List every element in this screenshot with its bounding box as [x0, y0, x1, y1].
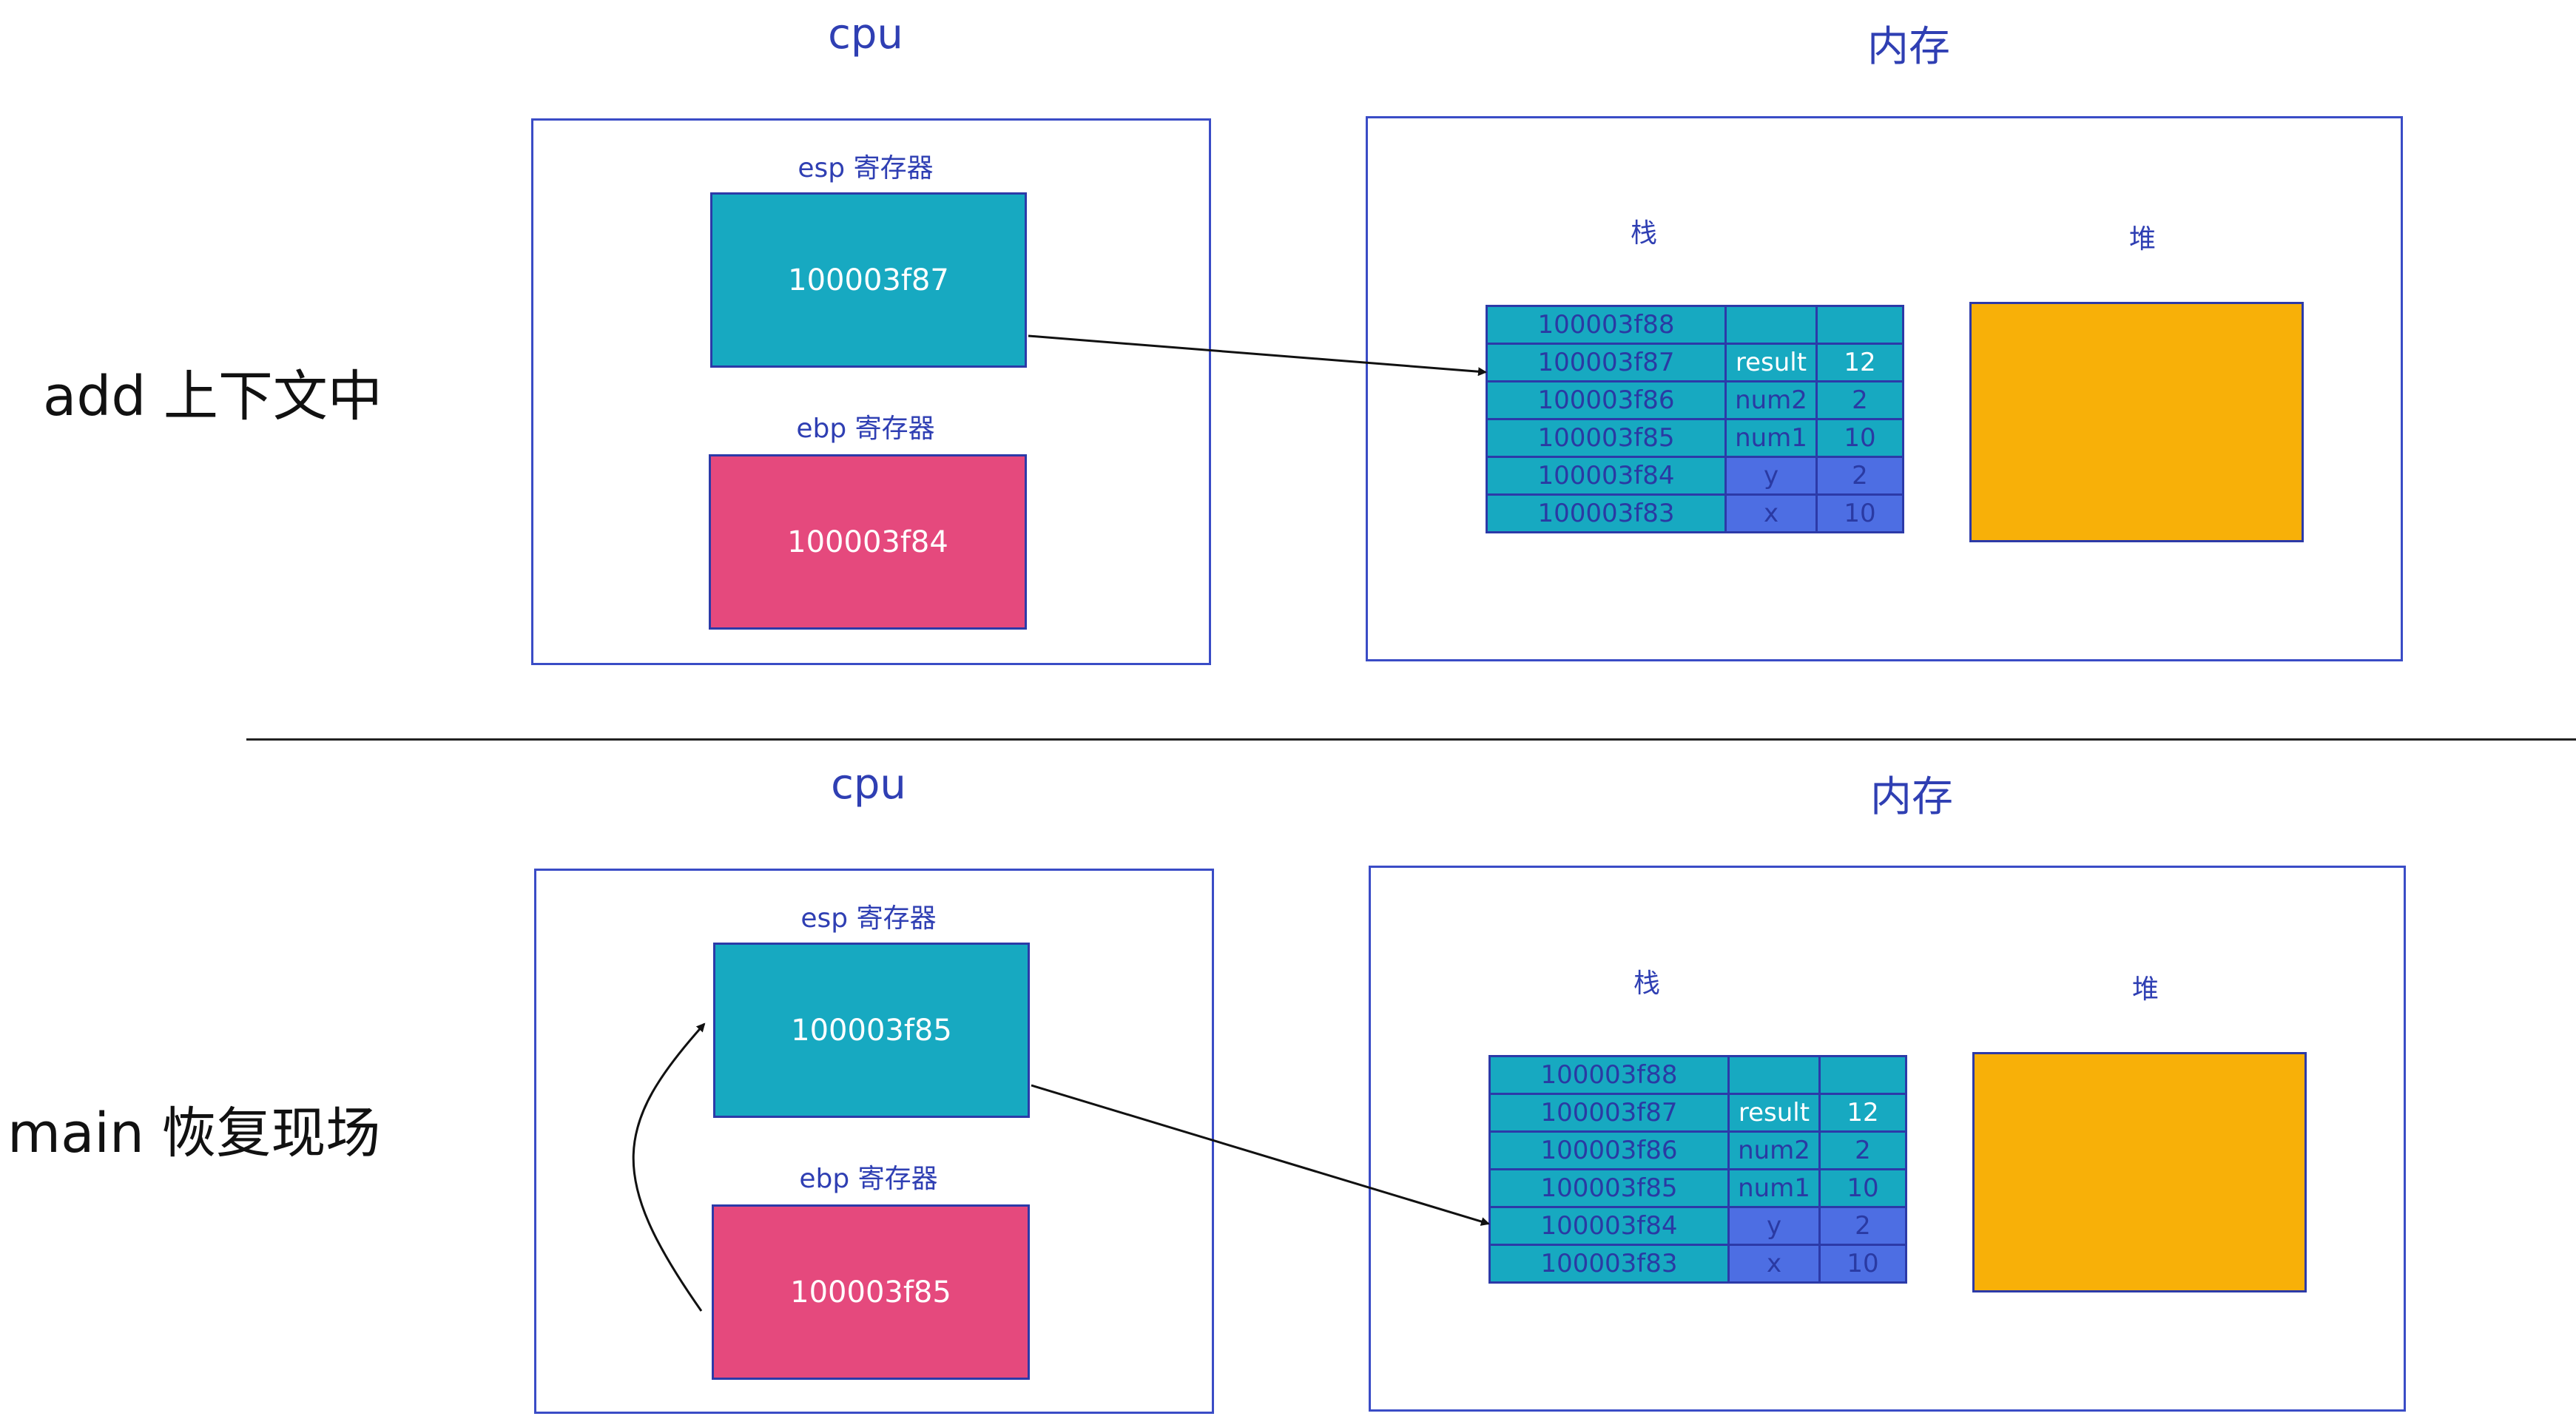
stack-address: 100003f87: [1486, 343, 1727, 382]
table-row: 100003f86 num2 2: [1488, 1130, 1907, 1170]
stack-address: 100003f84: [1488, 1206, 1730, 1246]
memory-title: 内存: [1867, 23, 1950, 71]
esp-value: 100003f85: [791, 1013, 952, 1048]
stack-variable: result: [1727, 1093, 1821, 1133]
esp-pointer-arrow: [1031, 1084, 1490, 1226]
stack-address: 100003f88: [1486, 305, 1727, 345]
stack-variable: y: [1724, 456, 1818, 496]
stack-variable: num1: [1727, 1168, 1821, 1208]
cpu-frame: [531, 118, 1211, 665]
ebp-register: 100003f84: [709, 454, 1027, 630]
table-row: 100003f85 num1 10: [1488, 1168, 1907, 1208]
stack-variable: x: [1727, 1244, 1821, 1284]
stack-value: [1818, 1055, 1907, 1095]
ebp-register-label: ebp 寄存器: [799, 1164, 938, 1194]
table-row: 100003f86 num2 2: [1486, 380, 1904, 420]
stack-variable: x: [1724, 493, 1818, 533]
stack-address: 100003f88: [1488, 1055, 1730, 1095]
heap-block: [1969, 302, 2304, 542]
stack-address: 100003f85: [1488, 1168, 1730, 1208]
side-label: main 恢复现场: [7, 1102, 381, 1165]
stack-variable: result: [1724, 343, 1818, 382]
ebp-value: 100003f85: [790, 1275, 951, 1310]
stack-address: 100003f86: [1486, 380, 1727, 420]
esp-pointer-arrow: [1028, 334, 1487, 377]
table-row: 100003f88: [1486, 305, 1904, 345]
ebp-to-esp-arrow: [632, 1022, 706, 1312]
stack-value: 10: [1818, 1244, 1907, 1284]
ebp-register: 100003f85: [712, 1204, 1030, 1380]
cpu-title: cpu: [828, 10, 903, 58]
memory-frame: [1366, 116, 2403, 661]
stack-variable: num1: [1724, 418, 1818, 458]
stack-address: 100003f86: [1488, 1130, 1730, 1170]
stack-value: 10: [1818, 1168, 1907, 1208]
cpu-title: cpu: [831, 761, 906, 809]
esp-value: 100003f87: [788, 263, 949, 297]
stack-table: 100003f88 100003f87 result 12 100003f86 …: [1488, 1055, 1907, 1284]
section-divider: [246, 738, 2576, 741]
esp-register: 100003f85: [713, 943, 1030, 1118]
stack-variable: [1727, 1055, 1821, 1095]
table-row: 100003f85 num1 10: [1486, 418, 1904, 458]
stack-label: 栈: [1633, 968, 1661, 999]
stack-address: 100003f84: [1486, 456, 1727, 496]
side-label: add 上下文中: [43, 365, 382, 428]
table-row: 100003f87 result 12: [1486, 343, 1904, 382]
stack-value: 2: [1818, 1206, 1907, 1246]
stack-variable: num2: [1727, 1130, 1821, 1170]
table-row: 100003f84 y 2: [1486, 456, 1904, 496]
heap-label: 堆: [2132, 974, 2159, 1005]
stack-table: 100003f88 100003f87 result 12 100003f86 …: [1486, 305, 1904, 533]
stack-address: 100003f87: [1488, 1093, 1730, 1133]
stack-value: 2: [1815, 380, 1904, 420]
esp-register-label: esp 寄存器: [800, 903, 937, 934]
stack-value: 2: [1818, 1130, 1907, 1170]
stack-value: 12: [1818, 1093, 1907, 1133]
table-row: 100003f83 x 10: [1486, 493, 1904, 533]
heap-block: [1972, 1052, 2307, 1292]
stack-label: 栈: [1631, 218, 1658, 249]
stack-variable: [1724, 305, 1818, 345]
ebp-value: 100003f84: [787, 525, 948, 559]
stack-value: 2: [1815, 456, 1904, 496]
stack-variable: num2: [1724, 380, 1818, 420]
stack-value: 12: [1815, 343, 1904, 382]
stack-address: 100003f83: [1486, 493, 1727, 533]
stack-value: 10: [1815, 418, 1904, 458]
stack-address: 100003f83: [1488, 1244, 1730, 1284]
esp-register: 100003f87: [710, 192, 1027, 368]
stack-value: 10: [1815, 493, 1904, 533]
stack-address: 100003f85: [1486, 418, 1727, 458]
memory-title: 内存: [1870, 773, 1953, 821]
table-row: 100003f83 x 10: [1488, 1244, 1907, 1284]
memory-frame: [1369, 866, 2406, 1412]
ebp-register-label: ebp 寄存器: [796, 414, 935, 444]
table-row: 100003f84 y 2: [1488, 1206, 1907, 1246]
stack-value: [1815, 305, 1904, 345]
table-row: 100003f88: [1488, 1055, 1907, 1095]
esp-register-label: esp 寄存器: [798, 153, 934, 183]
table-row: 100003f87 result 12: [1488, 1093, 1907, 1133]
heap-label: 堆: [2129, 224, 2157, 255]
stack-variable: y: [1727, 1206, 1821, 1246]
